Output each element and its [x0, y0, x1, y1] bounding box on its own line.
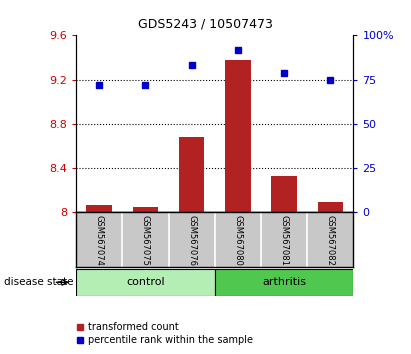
- Text: disease state: disease state: [4, 277, 74, 287]
- Text: GSM567081: GSM567081: [279, 215, 289, 266]
- Bar: [215, 269, 353, 296]
- Text: GSM567074: GSM567074: [95, 215, 104, 266]
- Bar: [271, 176, 297, 212]
- Legend: transformed count, percentile rank within the sample: transformed count, percentile rank withi…: [73, 319, 257, 349]
- Text: GSM567080: GSM567080: [233, 215, 242, 266]
- Text: control: control: [126, 277, 165, 287]
- Text: GSM567082: GSM567082: [326, 215, 335, 266]
- Text: GDS5243 / 10507473: GDS5243 / 10507473: [138, 18, 273, 31]
- Bar: [225, 60, 251, 212]
- Text: GSM567076: GSM567076: [187, 215, 196, 266]
- Text: GSM567075: GSM567075: [141, 215, 150, 266]
- Text: arthritis: arthritis: [262, 277, 306, 287]
- Bar: [86, 205, 112, 212]
- Bar: [318, 202, 343, 212]
- Bar: [133, 207, 158, 212]
- Bar: [179, 137, 204, 212]
- Bar: [76, 269, 215, 296]
